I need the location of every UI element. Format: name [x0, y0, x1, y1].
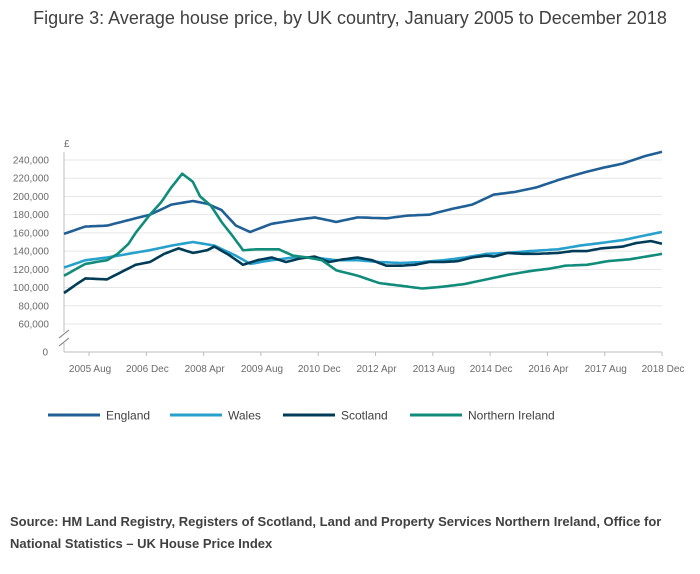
x-tick-label: 2017 Aug: [585, 364, 627, 375]
x-tick-label: 2012 Apr: [357, 364, 398, 375]
series-line-northern-ireland: [63, 172, 663, 290]
legend: England Wales Scotland Northern Ireland: [48, 409, 555, 423]
x-tick-label: 2005 Aug: [69, 364, 111, 375]
x-tick-label: 2014 Dec: [470, 364, 513, 375]
x-tick-label: 2010 Dec: [298, 364, 341, 375]
chart-area: 60,000 80,000 100,000 120,000 140,000 160,000…: [13, 139, 685, 423]
y-tick-label: 100,000: [13, 283, 50, 294]
x-tick-label: 2008 Apr: [185, 364, 226, 375]
y-axis-unit-label: £: [64, 139, 70, 150]
x-tick-label: 2009 Aug: [241, 364, 283, 375]
axis-break-mark: [58, 337, 70, 347]
y-tick-label: 160,000: [13, 228, 50, 239]
chart-title: Figure 3: Average house price, by UK cou…: [33, 8, 667, 28]
y-tick-label: 60,000: [18, 320, 49, 331]
legend-label-england: England: [106, 409, 150, 423]
series-lines: [63, 150, 663, 295]
y-tick-label: 200,000: [13, 192, 50, 203]
y-axis: 60,000 80,000 100,000 120,000 140,000 160,000…: [13, 139, 70, 359]
x-tick-label: 2013 Aug: [413, 364, 455, 375]
source-note: Source: HM Land Registry, Registers of S…: [10, 514, 662, 551]
y-tick-label-zero: 0: [42, 348, 48, 359]
series-line-wales: [63, 230, 663, 269]
y-tick-label: 180,000: [13, 210, 50, 221]
y-tick-label: 220,000: [13, 174, 50, 185]
x-axis: 2005 Aug 2006 Dec 2008 Apr 2009 Aug 2010 Dec…: [64, 351, 685, 375]
series-line-england: [63, 150, 663, 236]
legend-label-wales: Wales: [228, 409, 261, 423]
y-tick-label: 140,000: [13, 247, 50, 258]
legend-label-northern-ireland: Northern Ireland: [468, 409, 555, 423]
gridlines: [64, 159, 662, 325]
series-line-scotland: [63, 239, 663, 295]
y-tick-label: 80,000: [18, 301, 49, 312]
x-tick-label: 2018 Dec: [642, 364, 685, 375]
y-tick-label: 240,000: [13, 156, 50, 167]
legend-label-scotland: Scotland: [341, 409, 388, 423]
y-tick-label: 120,000: [13, 265, 50, 276]
axis-break-mark: [58, 329, 70, 339]
x-tick-label: 2006 Dec: [126, 364, 169, 375]
x-tick-label: 2016 Apr: [528, 364, 569, 375]
